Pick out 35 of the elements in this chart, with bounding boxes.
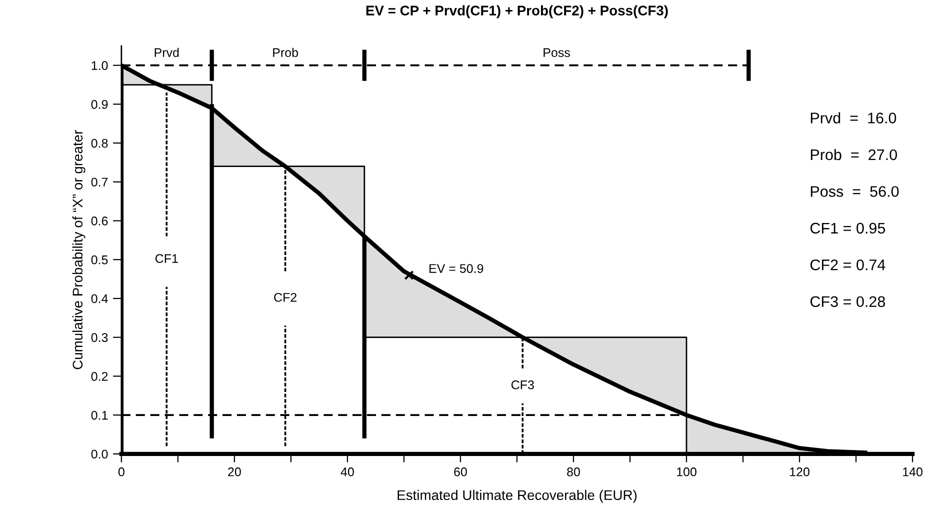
y-tick-label: 0.5 (91, 255, 108, 264)
y-axis-title: Cumulative Probability of “X” or greater (72, 130, 86, 370)
chart-title: EV = CP + Prvd(CF1) + Prob(CF2) + Poss(CF3) (366, 5, 668, 18)
annotation: CF3 (511, 380, 534, 390)
x-tick-label: 140 (903, 467, 922, 476)
x-axis-title: Estimated Ultimate Recoverable (EUR) (398, 490, 637, 503)
y-tick-label: 0.0 (91, 450, 108, 459)
annotation: Prob (273, 48, 298, 58)
annotation: Prvd (154, 48, 179, 58)
y-tick-label: 0.8 (91, 138, 108, 148)
annotation: Prob = 27.0 (810, 148, 897, 160)
y-tick-label: 0.3 (91, 333, 108, 342)
annotation: Prvd = 16.0 (810, 112, 896, 124)
annotation: CF1 = 0.95 (810, 222, 886, 234)
x-tick-label: 60 (454, 467, 467, 476)
annotation: CF2 = 0.74 (810, 260, 886, 270)
x-tick-label: 20 (228, 467, 241, 476)
annotation: CF1 (155, 254, 178, 263)
y-tick-label: 0.4 (91, 294, 108, 304)
x-tick-label: 100 (677, 467, 696, 476)
annotation: CF2 (274, 292, 296, 302)
x-tick-label: 80 (567, 467, 580, 476)
annotation: CF3 = 0.28 (810, 296, 886, 308)
x-tick-label: 0 (118, 467, 124, 476)
x-tick-label: 40 (340, 467, 354, 476)
x-tick-label: 120 (790, 467, 810, 476)
annotation: EV = 50.9 (430, 264, 484, 273)
y-tick-label: 0.7 (91, 178, 108, 187)
y-tick-label: 0.6 (91, 216, 108, 226)
y-tick-label: 0.2 (91, 372, 108, 381)
y-tick-label: 0.1 (91, 410, 108, 420)
y-tick-label: 0.9 (91, 100, 108, 109)
y-tick-label: 1.0 (92, 61, 108, 70)
annotation: Poss = 56.0 (810, 186, 899, 197)
annotation: Poss (544, 48, 570, 58)
